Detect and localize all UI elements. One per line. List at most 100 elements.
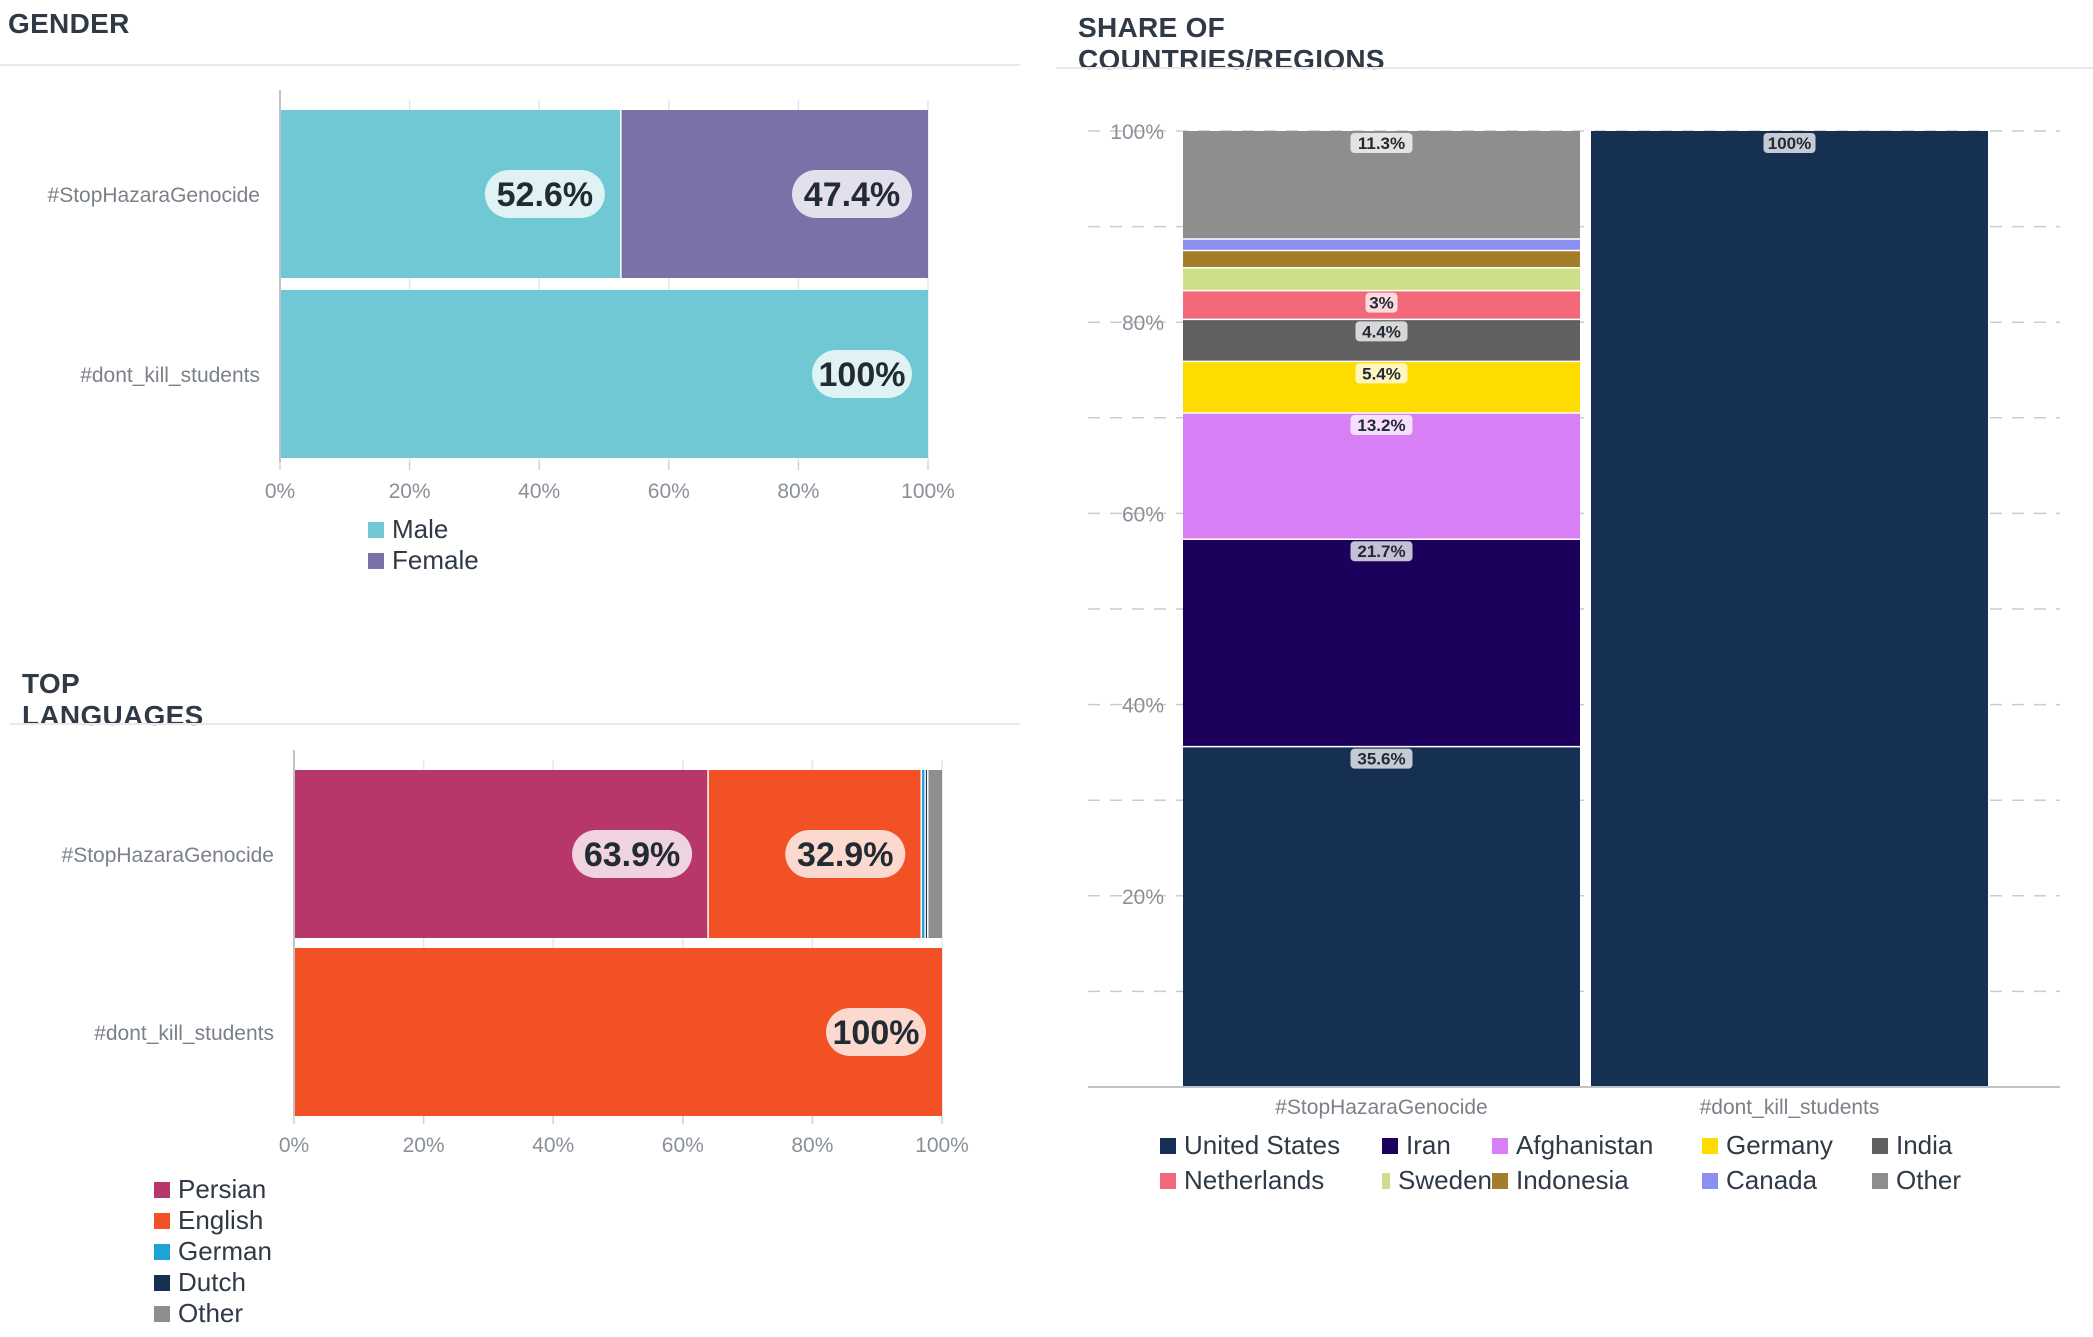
category-label: #dont_kill_students: [1700, 1096, 1880, 1119]
legend-item-indonesia[interactable]: Indonesia: [1492, 1165, 1702, 1196]
legend-item-canada[interactable]: Canada: [1702, 1165, 1872, 1196]
category-label: #StopHazaraGenocide: [62, 844, 274, 867]
legend-label: Afghanistan: [1516, 1130, 1654, 1160]
x-tick-label: 60%: [648, 480, 690, 503]
bar-indonesia: [1183, 250, 1580, 268]
legend-label: Male: [392, 514, 449, 544]
bar-dutch: [925, 770, 928, 938]
legend-item-male[interactable]: Male: [368, 514, 448, 545]
legend-label: Female: [392, 545, 479, 575]
legend-item-sweden[interactable]: Sweden: [1382, 1165, 1492, 1196]
legend-swatch: [1160, 1172, 1176, 1189]
legend-label: Other: [178, 1298, 244, 1328]
data-label: 3%: [1369, 294, 1394, 313]
x-tick-label: 0%: [265, 480, 295, 503]
data-label-box: [1350, 748, 1413, 769]
legend-swatch: [154, 1181, 170, 1198]
languages-legend: Persian English German Dutch Other: [154, 1174, 316, 1329]
legend-item-netherlands[interactable]: Netherlands: [1160, 1165, 1382, 1196]
bar-united-states: [1183, 746, 1580, 1087]
x-tick-label: 60%: [662, 1134, 704, 1157]
data-label-pill: [572, 830, 693, 878]
legend-swatch: [154, 1212, 170, 1229]
legend-swatch: [1872, 1172, 1888, 1189]
data-label: 35.6%: [1357, 750, 1405, 769]
gender-title-rule: [0, 64, 1020, 66]
bar-sweden: [1183, 267, 1580, 291]
legend-item-dutch[interactable]: Dutch: [154, 1267, 246, 1298]
languages-title: TOP LANGUAGES: [22, 668, 204, 731]
data-label-box: [1350, 415, 1413, 436]
category-label: #dont_kill_students: [94, 1022, 274, 1045]
legend-swatch: [1492, 1137, 1508, 1154]
data-label-pill: [785, 830, 906, 878]
countries-title: SHARE OF COUNTRIES/REGIONS: [1078, 12, 1385, 75]
x-tick-label: 100%: [915, 1134, 969, 1157]
legend-label: Dutch: [178, 1267, 246, 1297]
data-label-box: [1763, 133, 1816, 153]
legend-label: Canada: [1726, 1165, 1818, 1195]
data-label-pill: [812, 350, 912, 398]
data-label: 11.3%: [1358, 134, 1405, 153]
y-tick-label: 100%: [1110, 121, 1164, 144]
legend-item-afghanistan[interactable]: Afghanistan: [1492, 1130, 1702, 1161]
data-label: 100%: [819, 356, 906, 394]
bar-united-states: [1591, 131, 1988, 1087]
legend-item-germany[interactable]: Germany: [1702, 1130, 1872, 1161]
languages-chart: 0% 20% 40% 60% 80% 100% #StopHazaraGenocide #do…: [62, 750, 969, 1157]
category-label: #StopHazaraGenocide: [1275, 1096, 1487, 1119]
legend-label: Netherlands: [1184, 1165, 1325, 1195]
legend-label: Iran: [1406, 1130, 1451, 1160]
legend-label: Other: [1896, 1165, 1962, 1195]
data-label-box: [1355, 363, 1408, 384]
legend-swatch: [1382, 1137, 1398, 1154]
legend-label: United States: [1184, 1130, 1341, 1160]
data-label: 52.6%: [497, 176, 593, 214]
legend-swatch: [154, 1243, 170, 1260]
legend-item-iran[interactable]: Iran: [1382, 1130, 1492, 1161]
data-label: 4.4%: [1362, 322, 1401, 341]
legend-label: Sweden: [1398, 1165, 1492, 1195]
bar-other: [927, 770, 942, 938]
legend-item-german[interactable]: German: [154, 1236, 272, 1267]
bar-iran: [1183, 539, 1580, 747]
legend-item-united-states[interactable]: United States: [1160, 1130, 1382, 1161]
gender-chart: 0% 20% 40% 60% 80% 100% #StopHazaraGenocide #do…: [48, 90, 955, 503]
data-label-box: [1355, 321, 1408, 342]
data-label-pill: [484, 170, 605, 218]
legend-swatch: [1160, 1137, 1176, 1154]
legend-swatch: [368, 521, 384, 538]
x-tick-label: 80%: [777, 480, 819, 503]
legend-item-other[interactable]: Other: [154, 1298, 243, 1329]
legend-item-persian[interactable]: Persian: [154, 1174, 266, 1205]
data-label: 47.4%: [804, 176, 900, 214]
legend-item-india[interactable]: India: [1872, 1130, 1992, 1161]
data-label-pill: [792, 170, 912, 218]
x-tick-label: 80%: [791, 1134, 833, 1157]
data-label: 32.9%: [797, 836, 893, 874]
x-tick-label: 20%: [389, 480, 431, 503]
data-label-pill: [826, 1008, 926, 1056]
legend-item-english[interactable]: English: [154, 1205, 263, 1236]
x-tick-label: 0%: [279, 1134, 309, 1157]
gender-title: GENDER: [8, 8, 130, 39]
data-label: 100%: [833, 1014, 920, 1052]
legend-swatch: [1702, 1137, 1718, 1154]
legend-swatch: [1702, 1172, 1718, 1189]
legend-item-female[interactable]: Female: [368, 545, 479, 576]
legend-swatch: [1492, 1172, 1508, 1189]
x-tick-label: 100%: [901, 480, 955, 503]
legend-swatch: [1382, 1172, 1391, 1189]
legend-label: German: [178, 1236, 272, 1266]
countries-legend: United States Iran Afghanistan Germany India…: [1160, 1130, 2040, 1200]
legend-swatch: [154, 1305, 170, 1322]
legend-label: English: [178, 1205, 264, 1235]
countries-title-rule: [1056, 67, 2093, 69]
legend-swatch: [154, 1274, 170, 1291]
legend-item-other[interactable]: Other: [1872, 1165, 1992, 1196]
bar-german: [921, 770, 926, 938]
bar-canada: [1183, 239, 1580, 251]
languages-title-rule: [10, 723, 1020, 725]
legend-label: Germany: [1726, 1130, 1833, 1160]
